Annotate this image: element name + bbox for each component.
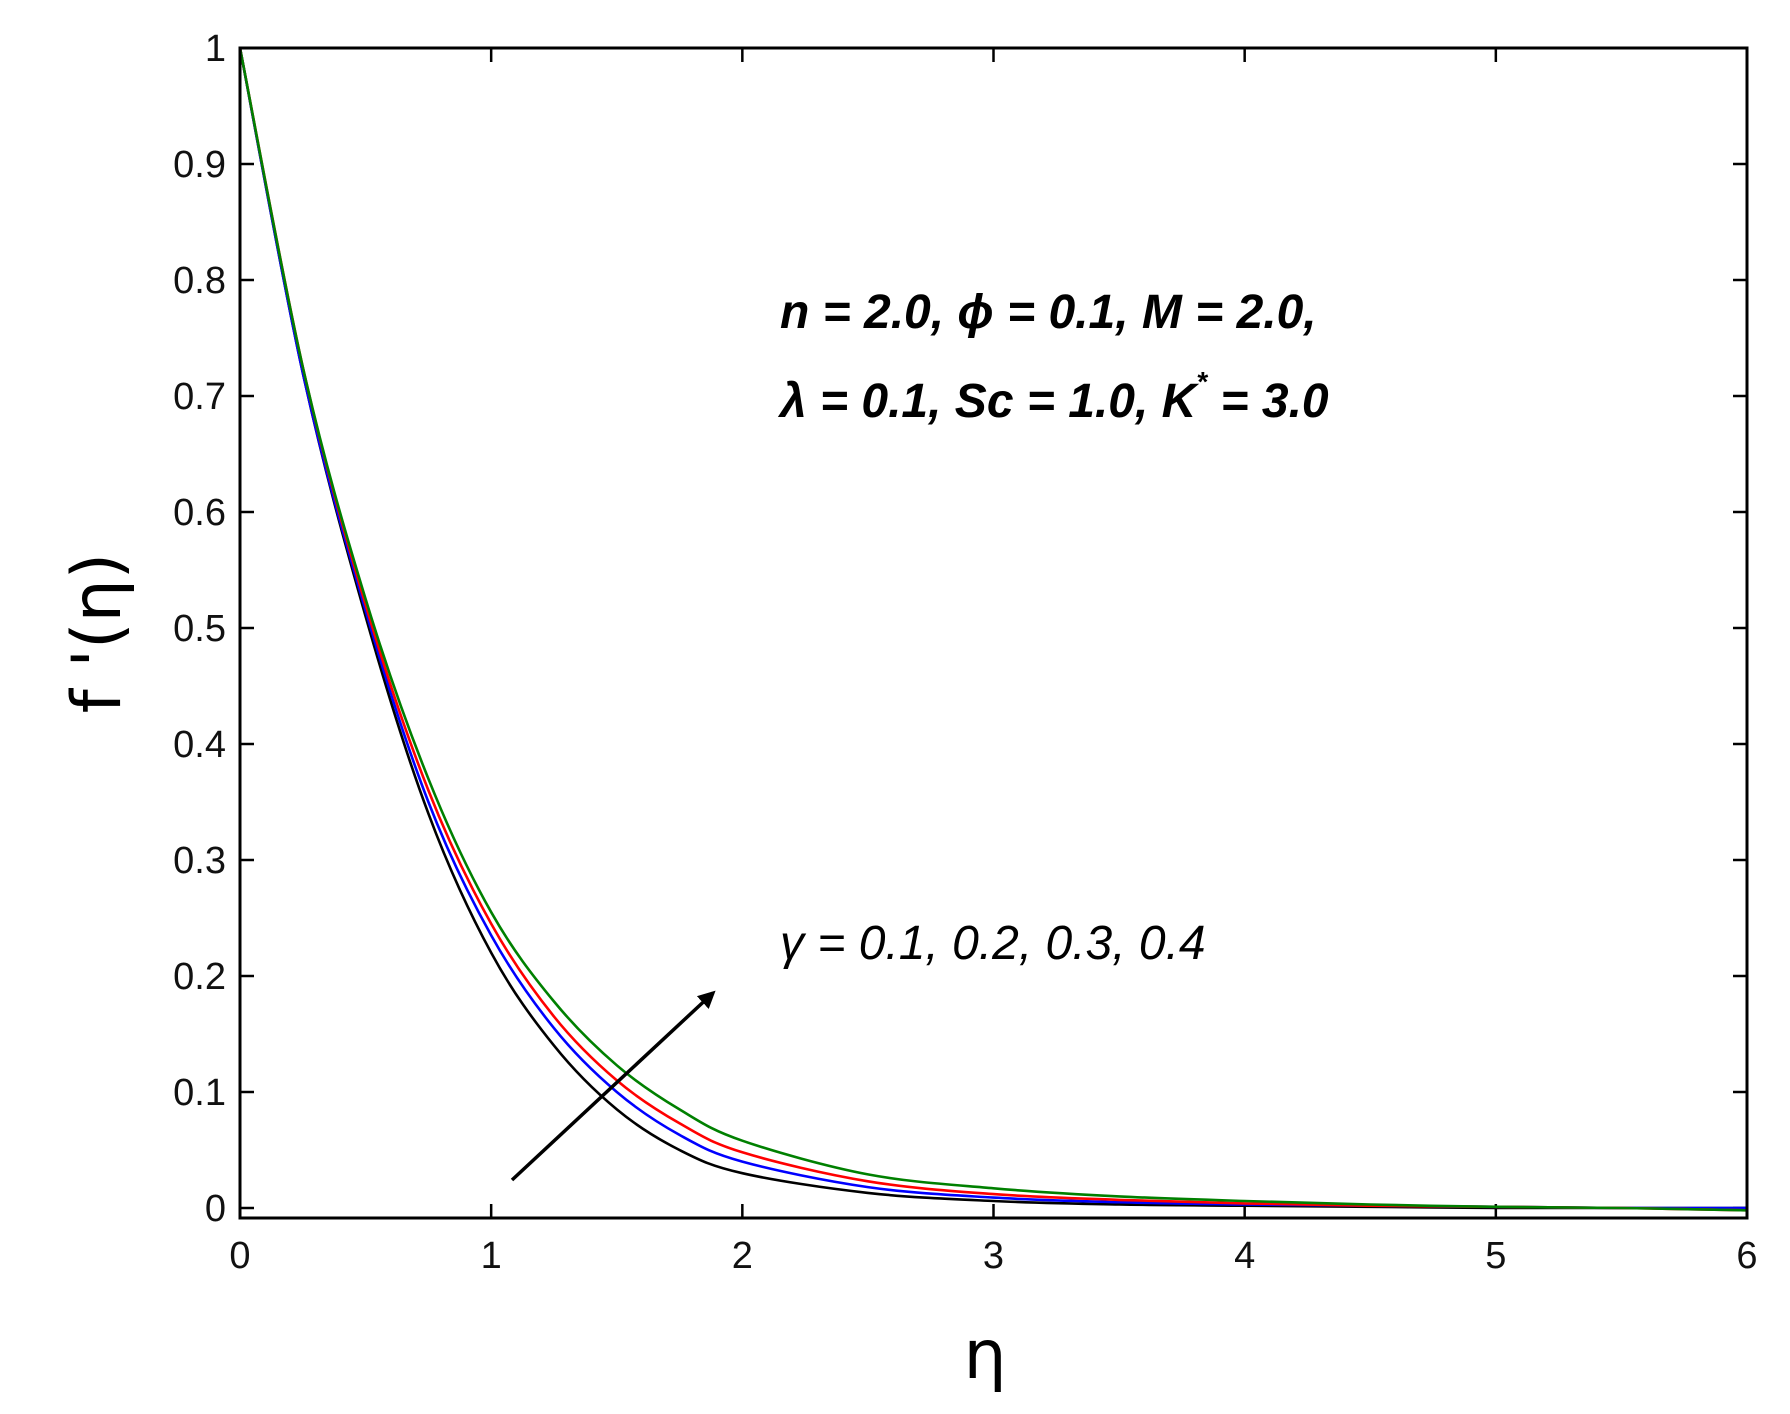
y-tick-label: 0.6 xyxy=(173,492,226,534)
y-tick-label: 0.9 xyxy=(173,144,226,186)
parameter-annotation: n = 2.0, ϕ = 0.1, M = 2.0, λ = 0.1, Sc =… xyxy=(777,286,1329,428)
gamma-annotation: γ = 0.1, 0.2, 0.3, 0.4 xyxy=(780,917,1206,970)
x-tick-label: 1 xyxy=(481,1235,502,1277)
y-tick-label: 0.1 xyxy=(173,1072,226,1114)
series-line-4 xyxy=(240,48,1747,1212)
gamma-values: = 0.1, 0.2, 0.3, 0.4 xyxy=(804,917,1206,970)
y-tick-label: 0.4 xyxy=(173,724,226,766)
x-tick-label: 6 xyxy=(1736,1235,1757,1277)
params-line-2-main: λ = 0.1, Sc = 1.0, K xyxy=(777,375,1200,428)
gamma-trend-arrow xyxy=(510,990,716,1182)
gamma-label: γ = 0.1, 0.2, 0.3, 0.4 xyxy=(780,917,1206,970)
y-tick-label: 0.8 xyxy=(173,260,226,302)
y-tick-label: 0.2 xyxy=(173,956,226,998)
x-axis-title: η xyxy=(963,1316,1006,1395)
y-tick-label: 0 xyxy=(205,1188,226,1230)
x-tick-label: 5 xyxy=(1485,1235,1506,1277)
y-tick-label: 0.3 xyxy=(173,840,226,882)
y-tick-label: 0.5 xyxy=(173,608,226,650)
params-line-2: λ = 0.1, Sc = 1.0, K* = 3.0 xyxy=(777,366,1329,428)
series-layer xyxy=(240,48,1747,1212)
y-axis-title: f '(η) xyxy=(58,553,137,713)
x-axis-ticks: 0 1 2 3 4 5 6 xyxy=(229,48,1758,1277)
y-tick-label: 1 xyxy=(205,28,226,70)
series-line-1 xyxy=(240,48,1747,1210)
params-line-2-end: = 3.0 xyxy=(1207,375,1329,428)
gamma-symbol: γ xyxy=(780,917,807,970)
params-line-2-sup: * xyxy=(1196,366,1208,397)
y-axis-ticks: 0 0.1 0.2 0.3 0.4 0.5 0.6 0.7 0.8 0.9 1 xyxy=(173,28,1747,1230)
x-tick-label: 0 xyxy=(229,1235,250,1277)
params-line-1: n = 2.0, ϕ = 0.1, M = 2.0, xyxy=(780,286,1317,339)
x-tick-label: 3 xyxy=(983,1235,1004,1277)
series-line-2 xyxy=(240,48,1747,1210)
x-tick-label: 2 xyxy=(732,1235,753,1277)
x-tick-label: 4 xyxy=(1234,1235,1255,1277)
plot-frame xyxy=(238,46,1749,1220)
series-line-3 xyxy=(240,48,1747,1212)
y-tick-label: 0.7 xyxy=(173,376,226,418)
